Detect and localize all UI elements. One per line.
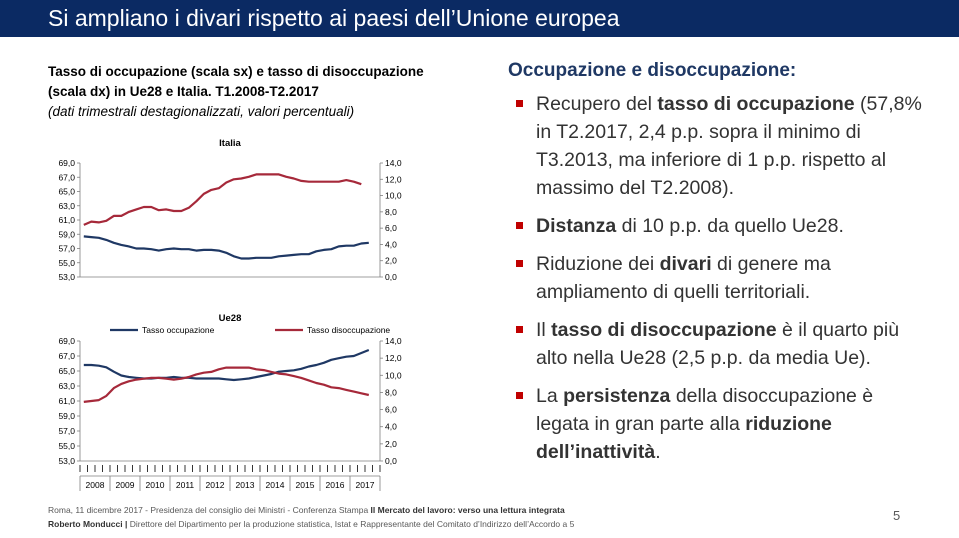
footer-line1-b: Il Mercato del lavoro: verso una lettura… — [370, 505, 565, 515]
chart-subtitle: Italia — [219, 138, 241, 149]
x-year-label: 2016 — [326, 480, 345, 490]
left-tick-label: 69,0 — [58, 158, 75, 168]
right-tick-label: 0,0 — [385, 456, 397, 466]
right-tick-label: 0,0 — [385, 272, 397, 282]
bullet-item: La persistenza della disoccupazione è le… — [508, 382, 928, 466]
right-tick-label: 6,0 — [385, 223, 397, 233]
chart-ue28: Ue28 53,0 55,0 57,0 59,0 61,0 63,0 65,0 67,0 69,0… — [58, 313, 402, 491]
right-tick-label: 12,0 — [385, 353, 402, 363]
x-year-label: 2017 — [356, 480, 375, 490]
legend-label-disoccupazione: Tasso disoccupazione — [307, 325, 390, 335]
left-tick-label: 55,0 — [58, 258, 75, 268]
x-year-label: 2008 — [86, 480, 105, 490]
x-year-label: 2010 — [146, 480, 165, 490]
right-tick-label: 14,0 — [385, 336, 402, 346]
bullet-text: . — [655, 441, 661, 463]
bullet-text: di 10 p.p. da quello Ue28. — [616, 215, 844, 237]
footer-line2-b: Direttore del Dipartimento per la produz… — [127, 519, 575, 529]
chart-heading: Tasso di occupazione (scala sx) e tasso … — [48, 62, 498, 122]
x-year-label: 2009 — [116, 480, 135, 490]
bullet-square-icon — [516, 100, 523, 107]
x-year-label: 2012 — [206, 480, 225, 490]
bullet-text: della disoccupazione è legata in gran pa… — [536, 385, 874, 435]
left-tick-label: 53,0 — [58, 456, 75, 466]
x-year-label: 2015 — [296, 480, 315, 490]
right-tick-label: 2,0 — [385, 439, 397, 449]
series-line-disoccupazione — [83, 173, 362, 226]
left-tick-label: 63,0 — [58, 381, 75, 391]
left-tick-label: 59,0 — [58, 229, 75, 239]
bullet-text: La — [536, 385, 564, 407]
bullet-item: Distanza di 10 p.p. da quello Ue28. — [508, 212, 928, 240]
page-number: 5 — [893, 508, 901, 523]
x-year-label: 2014 — [266, 480, 285, 490]
bullet-text: Distanza — [536, 215, 617, 237]
right-tick-label: 4,0 — [385, 239, 397, 249]
bullet-text: è il quarto più alto nella Ue28 (2,5 p.p… — [536, 319, 900, 369]
bullet-text: di genere ma ampliamento di quelli terri… — [536, 253, 831, 303]
title-bar: Si ampliano i divari rispetto ai paesi d… — [0, 0, 959, 37]
footer-line1-a: Roma, 11 dicembre 2017 - Presidenza del … — [48, 505, 371, 515]
left-tick-label: 65,0 — [58, 187, 75, 197]
right-tick-label: 6,0 — [385, 405, 397, 415]
bullet-item: Recupero del tasso di occupazione (57,8%… — [508, 90, 928, 202]
right-tick-label: 10,0 — [385, 191, 402, 201]
bullet-text: Il — [536, 319, 552, 341]
bullet-text: Recupero del — [536, 93, 658, 115]
left-tick-label: 65,0 — [58, 366, 75, 376]
footer: Roma, 11 dicembre 2017 - Presidenza del … — [48, 503, 574, 531]
right-tick-label: 12,0 — [385, 174, 402, 184]
left-tick-label: 69,0 — [58, 336, 75, 346]
bullet-item: Il tasso di disoccupazione è il quarto p… — [508, 316, 928, 372]
left-tick-label: 61,0 — [58, 396, 75, 406]
x-year-label: 2011 — [176, 480, 195, 490]
bullet-square-icon — [516, 326, 523, 333]
bullet-item: Riduzione dei divari di genere ma amplia… — [508, 250, 928, 306]
right-panel: Occupazione e disoccupazione: Recupero d… — [508, 60, 928, 476]
series-line-occupazione — [83, 235, 369, 260]
right-tick-label: 4,0 — [385, 422, 397, 432]
bullet-square-icon — [516, 260, 523, 267]
bullet-square-icon — [516, 392, 523, 399]
right-tick-label: 8,0 — [385, 387, 397, 397]
left-tick-label: 59,0 — [58, 411, 75, 421]
footer-line2-a: Roberto Monducci | — [48, 519, 128, 529]
series-line-disoccupazione — [83, 366, 370, 403]
right-panel-heading: Occupazione e disoccupazione: — [508, 60, 797, 81]
right-tick-label: 14,0 — [385, 158, 402, 168]
bullet-list: Recupero del tasso di occupazione (57,8%… — [508, 90, 928, 466]
left-tick-label: 63,0 — [58, 201, 75, 211]
bullet-text: Riduzione dei — [536, 253, 660, 275]
legend-label-occupazione: Tasso occupazione — [142, 325, 215, 335]
right-tick-label: 2,0 — [385, 256, 397, 266]
bullet-text: divari — [659, 253, 712, 275]
chart-italia: Italia 53,0 55,0 57,0 59,0 61,0 63,0 65,0 67,0 69… — [58, 138, 402, 282]
chart-subtitle: Ue28 — [219, 313, 242, 324]
left-tick-label: 57,0 — [58, 426, 75, 436]
x-year-label: 2013 — [236, 480, 255, 490]
bullet-text: (57,8% in T2.2017, 2,4 p.p. sopra il min… — [536, 93, 922, 199]
bullet-text: riduzione dell’inattività — [536, 413, 832, 463]
bullet-text: tasso di disoccupazione — [551, 319, 777, 341]
right-tick-label: 8,0 — [385, 207, 397, 217]
left-tick-label: 67,0 — [58, 351, 75, 361]
left-tick-label: 67,0 — [58, 172, 75, 182]
bullet-text: persistenza — [563, 385, 671, 407]
left-tick-label: 57,0 — [58, 244, 75, 254]
left-tick-label: 55,0 — [58, 441, 75, 451]
chart-heading-line3: (dati trimestrali destagionalizzati, val… — [48, 104, 355, 119]
chart-heading-line2: (scala dx) in Ue28 e Italia. T1.2008-T2.… — [48, 84, 319, 99]
slide-title: Si ampliano i divari rispetto ai paesi d… — [48, 5, 620, 31]
left-tick-label: 53,0 — [58, 272, 75, 282]
chart-heading-line1: Tasso di occupazione (scala sx) e tasso … — [48, 64, 424, 79]
bullet-square-icon — [516, 222, 523, 229]
series-line-occupazione — [83, 348, 370, 382]
bullet-text: tasso di occupazione — [657, 93, 855, 115]
right-tick-label: 10,0 — [385, 370, 402, 380]
left-tick-label: 61,0 — [58, 215, 75, 225]
